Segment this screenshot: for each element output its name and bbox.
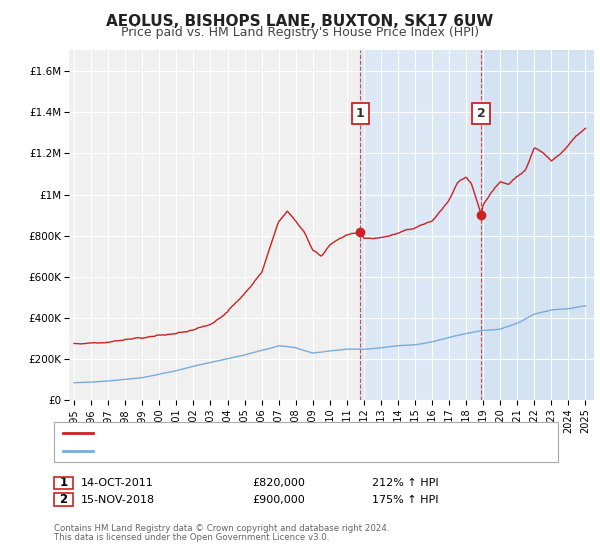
Text: 1: 1 <box>356 107 365 120</box>
Text: 2: 2 <box>477 107 485 120</box>
Text: This data is licensed under the Open Government Licence v3.0.: This data is licensed under the Open Gov… <box>54 533 329 542</box>
Bar <box>481 50 594 400</box>
Text: £820,000: £820,000 <box>252 478 305 488</box>
Text: AEOLUS, BISHOPS LANE, BUXTON, SK17 6UW: AEOLUS, BISHOPS LANE, BUXTON, SK17 6UW <box>106 14 494 29</box>
Bar <box>361 50 594 400</box>
Text: 1: 1 <box>59 476 68 489</box>
Text: 175% ↑ HPI: 175% ↑ HPI <box>372 494 439 505</box>
Text: £900,000: £900,000 <box>252 494 305 505</box>
Text: 2: 2 <box>59 493 68 506</box>
Text: Price paid vs. HM Land Registry's House Price Index (HPI): Price paid vs. HM Land Registry's House … <box>121 26 479 39</box>
Text: 212% ↑ HPI: 212% ↑ HPI <box>372 478 439 488</box>
Text: HPI: Average price, detached house, High Peak: HPI: Average price, detached house, High… <box>99 446 344 456</box>
Text: 14-OCT-2011: 14-OCT-2011 <box>81 478 154 488</box>
Text: AEOLUS, BISHOPS LANE, BUXTON, SK17 6UW (detached house): AEOLUS, BISHOPS LANE, BUXTON, SK17 6UW (… <box>99 428 430 438</box>
Text: 15-NOV-2018: 15-NOV-2018 <box>81 494 155 505</box>
Text: Contains HM Land Registry data © Crown copyright and database right 2024.: Contains HM Land Registry data © Crown c… <box>54 524 389 533</box>
